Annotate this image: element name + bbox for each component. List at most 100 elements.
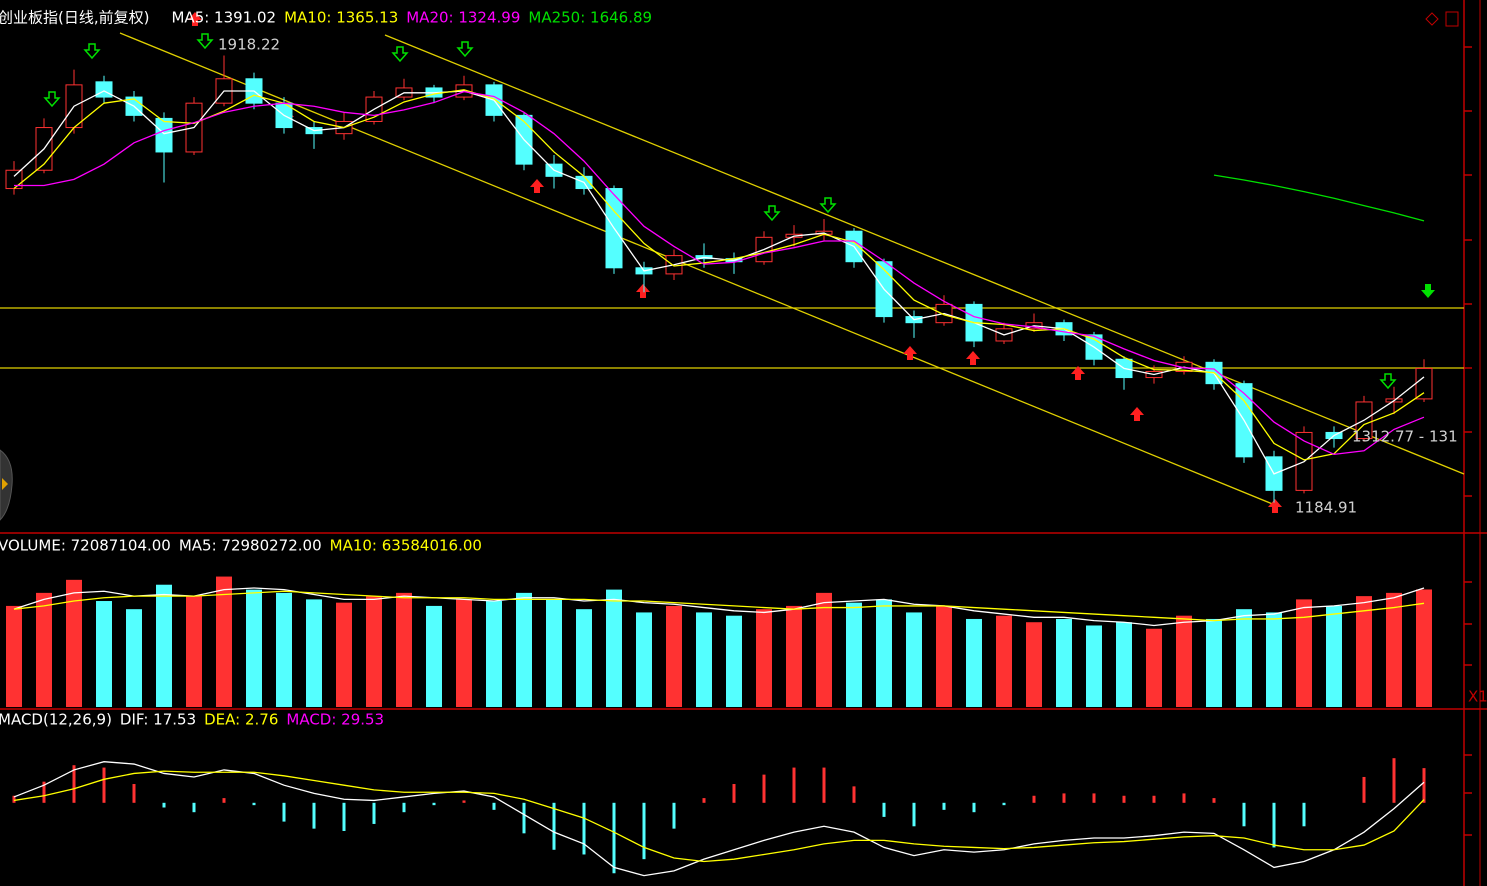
- window-icons: [0, 11, 1459, 521]
- macd-bar: [252, 802, 256, 806]
- candle-body: [155, 117, 173, 153]
- volume-bar: [6, 605, 22, 707]
- volume-bar: [246, 589, 262, 707]
- legend-text: DIF: 17.53: [120, 711, 196, 729]
- macd-bar: [822, 767, 826, 803]
- ma-line: [1213, 174, 1425, 222]
- macd-bar: [672, 802, 676, 829]
- macd-bar: [642, 802, 646, 860]
- volume-bar: [306, 599, 322, 707]
- macd-bar: [552, 802, 556, 850]
- plot: [5, 55, 1433, 877]
- macd-bar: [372, 802, 376, 824]
- volume-bar: [996, 615, 1012, 707]
- volume-bar: [726, 615, 742, 707]
- macd-bar: [312, 802, 316, 829]
- macd-bar: [1182, 793, 1186, 803]
- zoom-label: X1: [1468, 688, 1487, 706]
- volume-bar: [1296, 599, 1312, 707]
- candle-body: [95, 81, 113, 98]
- macd-bar: [102, 767, 106, 803]
- volume-bar: [1146, 628, 1162, 707]
- legend-text: MA10: 63584016.00: [330, 537, 482, 555]
- volume-bar: [126, 609, 142, 707]
- price-annotation: 1184.91: [1295, 499, 1357, 517]
- volume-bar: [426, 605, 442, 707]
- macd-bar: [1092, 793, 1096, 803]
- macd-bar: [702, 798, 706, 803]
- legend-text: MA5: 72980272.00: [179, 537, 322, 555]
- macd-bar: [582, 802, 586, 855]
- macd-bar: [42, 781, 46, 803]
- macd-bar: [1152, 795, 1156, 803]
- volume-bar: [846, 602, 862, 707]
- volume-bar: [666, 605, 682, 707]
- macd-bar: [942, 802, 946, 810]
- macd-bar: [492, 802, 496, 810]
- macd-bar: [1122, 795, 1126, 803]
- legend-text: MA10: 1365.13: [284, 9, 398, 27]
- price-annotation: 1918.22: [218, 36, 280, 54]
- volume-bar: [1236, 609, 1252, 707]
- volume-bar: [456, 599, 472, 707]
- macd-bar: [192, 802, 196, 813]
- volume-bar: [96, 601, 112, 707]
- volume-bar: [1176, 615, 1192, 707]
- macd-bar: [132, 784, 136, 803]
- macd-bar: [342, 802, 346, 831]
- ma-line: [14, 90, 1425, 456]
- volume-bar: [546, 599, 562, 707]
- macd-bar: [402, 802, 406, 813]
- volume-bar: [906, 612, 922, 707]
- volume-bar: [1326, 605, 1342, 707]
- macd-bar: [72, 765, 76, 803]
- candle-body: [1415, 367, 1433, 400]
- volume-bar: [366, 596, 382, 707]
- volume-bar: [606, 589, 622, 707]
- volume-bar: [36, 592, 52, 707]
- volume-bar: [1386, 592, 1402, 707]
- volume-bar: [696, 612, 712, 707]
- macd-bar: [1032, 795, 1036, 803]
- volume-bar: [786, 605, 802, 707]
- volume-bar: [636, 612, 652, 707]
- volume-bar: [756, 609, 772, 707]
- macd-bar: [1392, 758, 1396, 803]
- macd-bar: [882, 802, 886, 817]
- volume-bar: [486, 601, 502, 707]
- trend-lines: [0, 32, 1465, 506]
- macd-bar: [792, 767, 796, 803]
- volume-bar: [66, 579, 82, 707]
- volume-bar: [966, 618, 982, 707]
- volume-bar: [936, 605, 952, 707]
- volume-bar: [876, 599, 892, 707]
- macd-bar: [612, 802, 616, 874]
- legend-text: 创业板指(日线,前复权): [0, 9, 149, 27]
- macd-bar: [282, 802, 286, 822]
- volume-bar: [1416, 589, 1432, 707]
- volume-bar: [1056, 618, 1072, 707]
- macd-bar: [1242, 802, 1246, 827]
- macd-bar: [1272, 802, 1276, 848]
- macd-bar: [852, 786, 856, 803]
- volume-ma-line: [13, 587, 1425, 627]
- volume-bar: [1116, 622, 1132, 707]
- macd-bar: [1302, 802, 1306, 827]
- macd-bar: [762, 774, 766, 803]
- price-annotation: 1312.77 - 131: [1352, 428, 1458, 446]
- legend-text: MA20: 1324.99: [406, 9, 520, 27]
- macd-bar: [222, 798, 226, 803]
- macd-bar: [1362, 776, 1366, 803]
- macd-bar: [1212, 798, 1216, 803]
- volume-bar: [216, 576, 232, 707]
- volume-bar: [816, 592, 832, 707]
- macd-bar: [1002, 802, 1006, 806]
- legend-text: VOLUME: 72087104.00: [0, 537, 171, 555]
- macd-bar: [462, 800, 466, 803]
- macd-bar: [12, 795, 16, 803]
- volume-bar: [1266, 612, 1282, 707]
- volume-bar: [576, 609, 592, 707]
- legend-text: MACD(12,26,9): [0, 711, 112, 729]
